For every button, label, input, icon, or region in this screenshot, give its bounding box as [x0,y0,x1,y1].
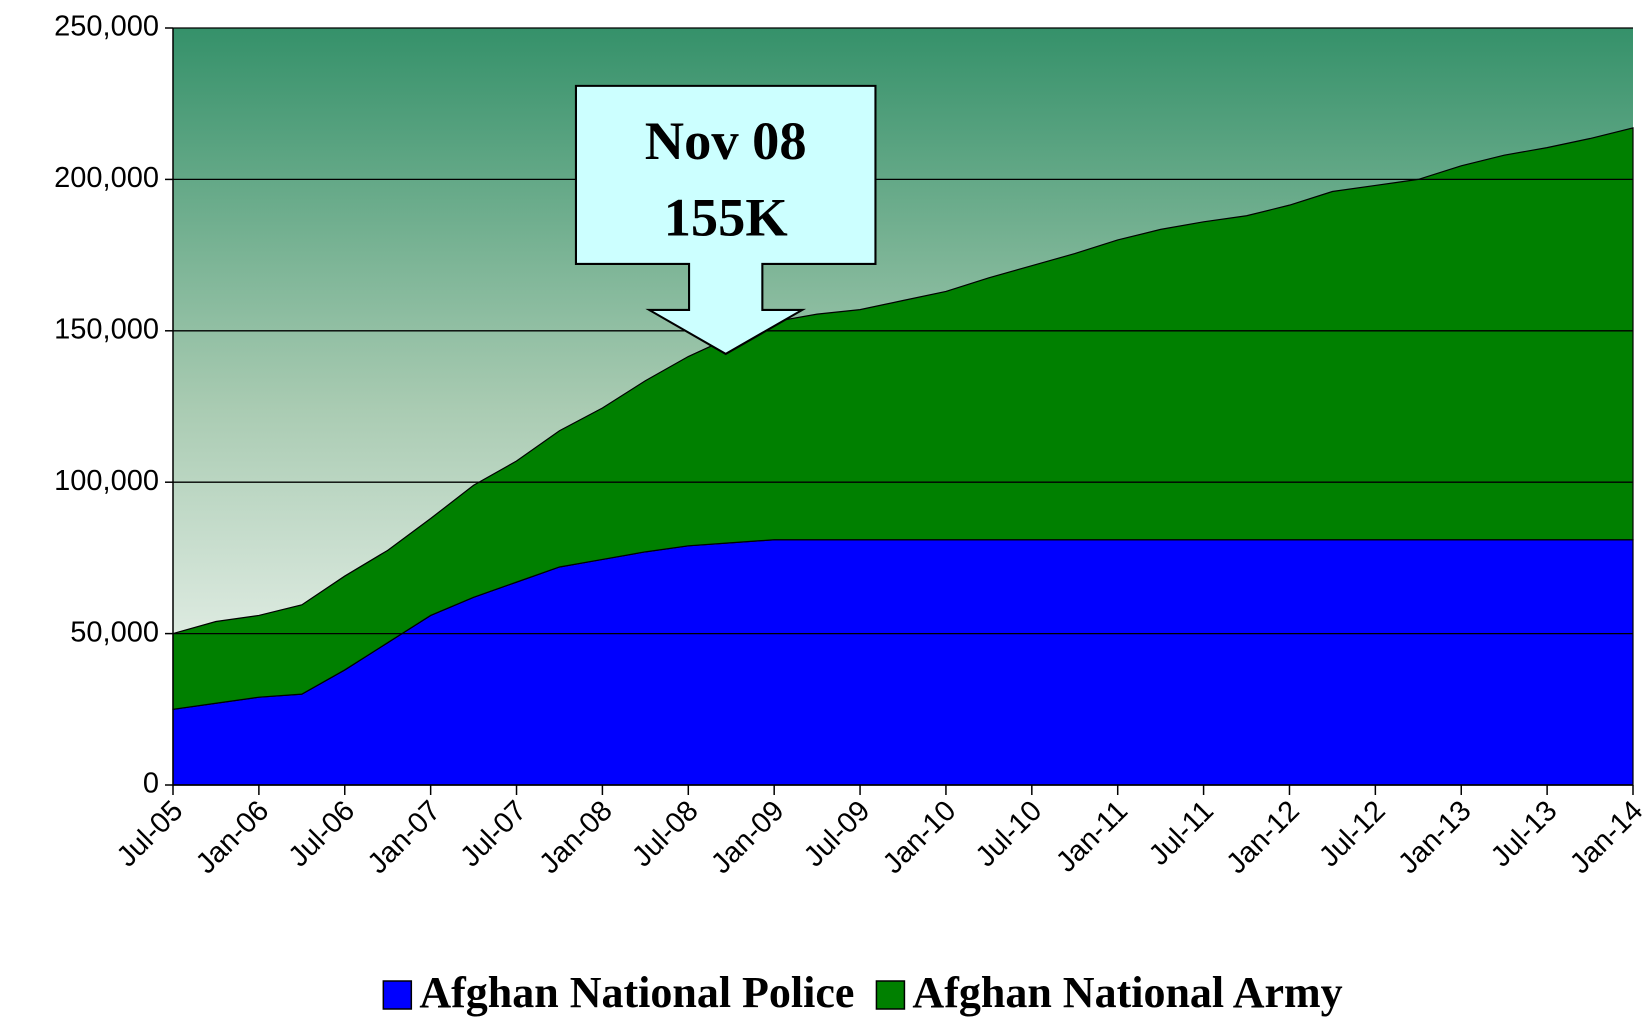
x-tick-label: Jul-06 [283,795,361,873]
x-tick-label: Jan-06 [190,795,275,880]
legend: Afghan National Police Afghan National Ar… [382,968,1343,1017]
x-tick-label: Jan-13 [1392,795,1477,880]
x-tick-label: Jul-07 [454,795,532,873]
legend-swatch [382,980,413,1010]
y-tick-label: 200,000 [54,162,159,194]
x-tick-label: Jan-09 [705,795,790,880]
y-tick-label: 250,000 [54,11,159,43]
x-tick-label: Jan-10 [877,795,962,880]
annotation-text: 155K [664,187,788,248]
x-tick-label: Jan-11 [1050,795,1134,879]
y-tick-label: 150,000 [54,313,159,345]
x-tick-label: Jan-08 [533,795,618,880]
x-tick-label: Jul-08 [626,795,704,873]
callout-box [574,84,877,356]
y-tick-label: 0 [143,768,159,800]
x-tick-label: Jan-14 [1564,795,1642,880]
x-tick-label: Jul-09 [798,795,876,873]
x-tick-label: Jan-12 [1221,795,1306,880]
x-tick-label: Jul-12 [1313,795,1391,873]
x-tick-label: Jul-11 [1143,795,1220,872]
x-tick-label: Jul-05 [111,795,189,873]
plot: 0 50,000 100,000 150,000 200,000 250,000 Jul-0… [54,11,1642,880]
y-tick-label: 100,000 [54,465,159,497]
x-tick-label: Jul-10 [970,795,1048,873]
y-tick-label: 50,000 [70,616,159,648]
legend-label: Afghan National Army [912,968,1342,1017]
x-tick-label: Jan-07 [362,795,447,880]
x-tick-label: Jul-13 [1485,795,1563,873]
area [172,127,1634,710]
annotation: Nov 08 155K [574,84,877,356]
legend-label: Afghan National Police [419,968,854,1017]
annotation-text: Nov 08 [645,110,807,171]
legend-swatch [875,980,906,1010]
